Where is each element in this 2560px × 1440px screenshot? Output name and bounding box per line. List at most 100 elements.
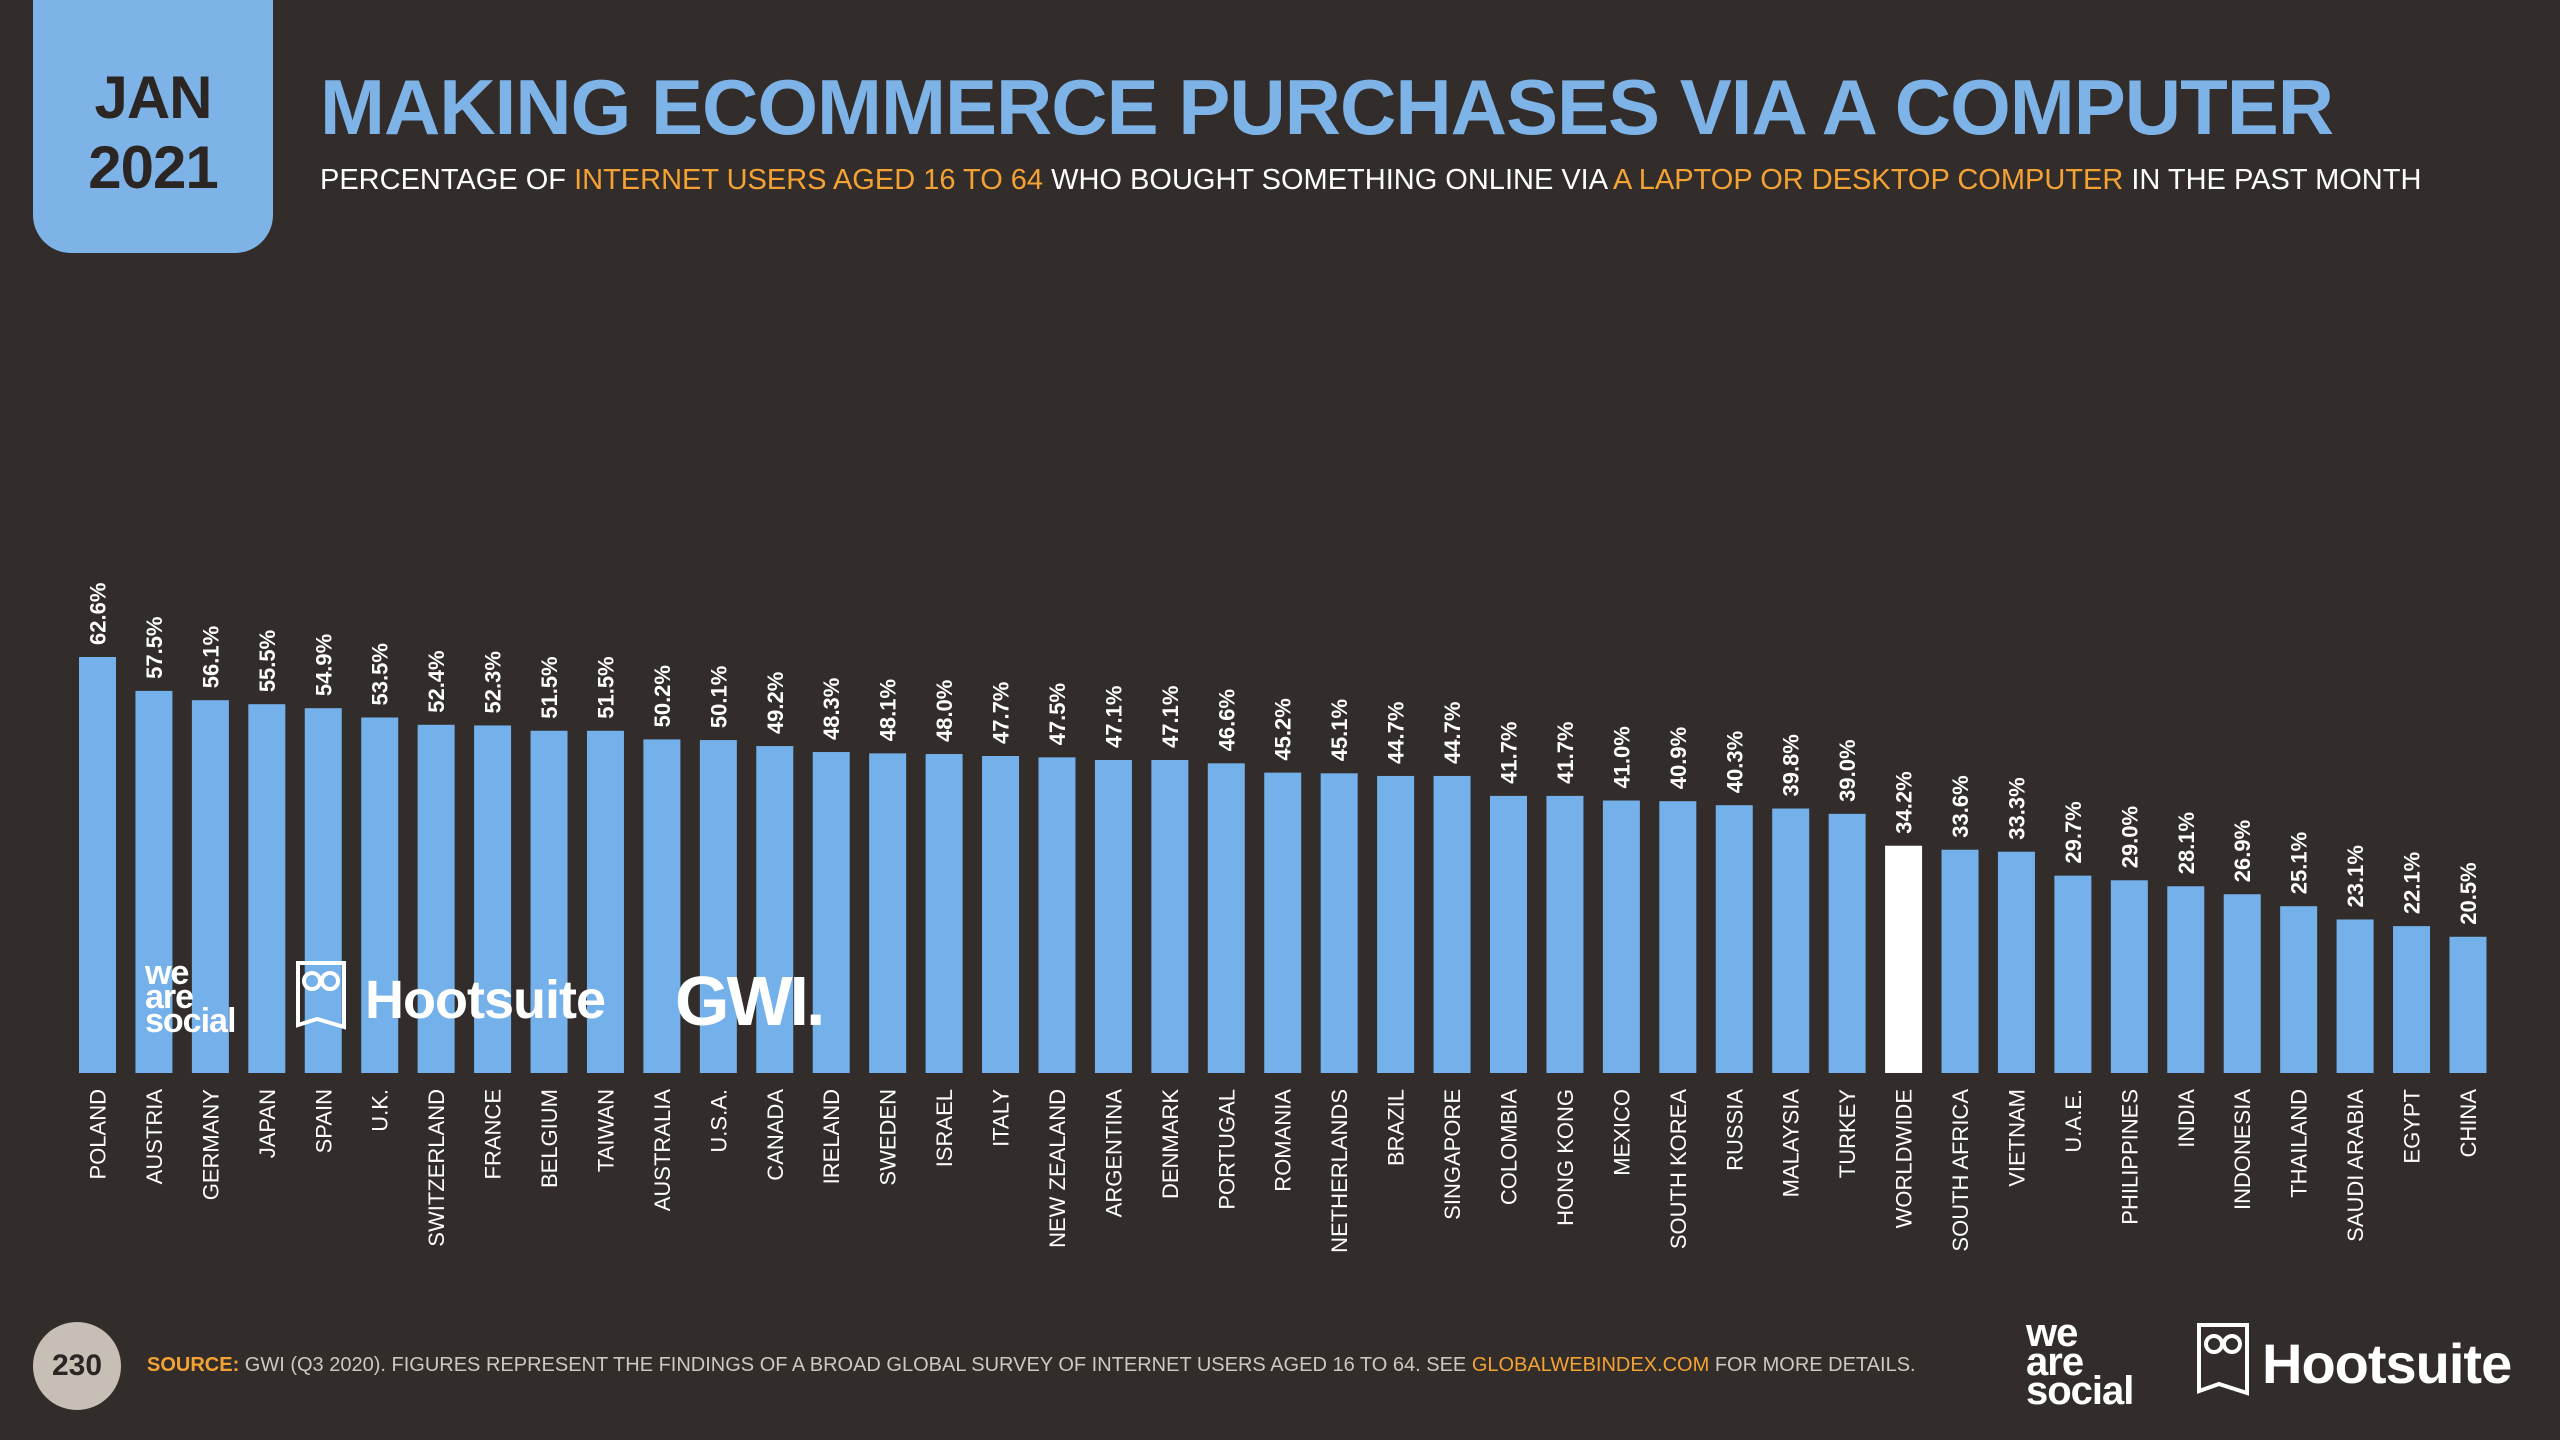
value-label: 25.1% bbox=[2287, 832, 2312, 894]
footer-logos: we are social Hootsuite bbox=[2020, 1305, 2540, 1415]
category-label: DENMARK bbox=[1158, 1089, 1183, 1199]
value-label: 34.2% bbox=[1892, 771, 1917, 833]
value-label: 46.6% bbox=[1214, 689, 1239, 751]
bar-japan bbox=[248, 704, 286, 1073]
subtitle-highlight-audience: INTERNET USERS AGED 16 TO 64 bbox=[574, 164, 1044, 196]
value-label: 47.5% bbox=[1045, 683, 1070, 745]
partner-logos: we are social Hootsuite GWI. bbox=[145, 955, 865, 1040]
source-link[interactable]: GLOBALWEBINDEX.COM bbox=[1471, 1354, 1710, 1376]
page-number: 230 bbox=[33, 1322, 121, 1410]
bar-thailand bbox=[2280, 906, 2318, 1073]
bar-south-korea bbox=[1659, 801, 1697, 1073]
value-label: 29.0% bbox=[2117, 806, 2142, 868]
value-label: 22.1% bbox=[2400, 852, 2425, 914]
bar-saudi-arabia bbox=[2336, 919, 2374, 1073]
value-label: 48.0% bbox=[932, 680, 957, 742]
value-label: 52.3% bbox=[481, 651, 506, 713]
bar-italy bbox=[982, 756, 1020, 1073]
bar-poland bbox=[79, 657, 116, 1073]
bar-denmark bbox=[1151, 760, 1189, 1073]
category-label: SINGAPORE bbox=[1440, 1089, 1465, 1220]
value-label: 47.1% bbox=[1101, 686, 1126, 748]
category-label: ROMANIA bbox=[1271, 1089, 1296, 1192]
bar-russia bbox=[1715, 805, 1753, 1073]
value-label: 48.1% bbox=[876, 679, 901, 741]
value-label: 57.5% bbox=[142, 617, 167, 679]
category-label: ARGENTINA bbox=[1101, 1089, 1126, 1218]
value-label: 49.2% bbox=[763, 672, 788, 734]
source-text: GWI (Q3 2020). FIGURES REPRESENT THE FIN… bbox=[239, 1354, 1472, 1376]
category-label: MALAYSIA bbox=[1779, 1089, 1804, 1198]
value-label: 33.6% bbox=[1948, 775, 1973, 837]
bar-canada bbox=[756, 746, 794, 1073]
category-label: BELGIUM bbox=[537, 1089, 562, 1188]
value-label: 54.9% bbox=[311, 634, 336, 696]
value-label: 62.6% bbox=[86, 583, 111, 645]
hootsuite-logo-text: Hootsuite bbox=[365, 970, 606, 1030]
category-label: U.A.E. bbox=[2061, 1089, 2086, 1153]
value-label: 52.4% bbox=[424, 650, 449, 712]
category-label: PORTUGAL bbox=[1214, 1089, 1239, 1210]
value-label: 51.5% bbox=[593, 656, 618, 718]
bar-australia bbox=[643, 739, 681, 1073]
category-label: U.S.A. bbox=[706, 1089, 731, 1153]
bar-u-s-a bbox=[699, 740, 737, 1073]
value-label: 47.1% bbox=[1158, 686, 1183, 748]
value-label: 39.0% bbox=[1835, 739, 1860, 801]
gwi-logo: GWI. bbox=[675, 962, 825, 1040]
bar-hong-kong bbox=[1546, 795, 1584, 1073]
category-label: NEW ZEALAND bbox=[1045, 1089, 1070, 1248]
bar-chart: 62.6% 57.5% 56.1% 55.5% 54.9% 53.5% 52.4% 52.3%… bbox=[79, 583, 2487, 1253]
category-label: INDONESIA bbox=[2230, 1089, 2255, 1210]
footer-owl-icon bbox=[2197, 1323, 2249, 1396]
bar-malaysia bbox=[1772, 808, 1810, 1073]
category-label: SWEDEN bbox=[876, 1089, 901, 1186]
value-label: 55.5% bbox=[255, 630, 280, 692]
category-label: TURKEY bbox=[1835, 1089, 1860, 1179]
source-tail: FOR MORE DETAILS. bbox=[1709, 1354, 1916, 1376]
category-label: INDIA bbox=[2174, 1089, 2199, 1148]
category-label: CHINA bbox=[2456, 1089, 2481, 1158]
value-label: 33.3% bbox=[2004, 777, 2029, 839]
value-label: 41.7% bbox=[1497, 721, 1522, 783]
category-label: SWITZERLAND bbox=[424, 1089, 449, 1247]
category-label: SOUTH KOREA bbox=[1666, 1089, 1691, 1249]
subtitle-part-1: PERCENTAGE OF bbox=[320, 164, 575, 196]
bar-singapore bbox=[1433, 775, 1471, 1073]
category-label: CANADA bbox=[763, 1089, 788, 1181]
bar-worldwide bbox=[1885, 845, 1923, 1073]
value-label: 44.7% bbox=[1384, 702, 1409, 764]
category-label: MEXICO bbox=[1609, 1089, 1634, 1176]
category-label: VIETNAM bbox=[2004, 1089, 2029, 1187]
bar-turkey bbox=[1828, 813, 1866, 1073]
bar-south-africa bbox=[1941, 849, 1979, 1073]
category-label: TAIWAN bbox=[593, 1089, 618, 1172]
category-label: ITALY bbox=[989, 1089, 1014, 1147]
value-label: 40.3% bbox=[1722, 731, 1747, 793]
value-label: 41.7% bbox=[1553, 721, 1578, 783]
date-badge: JAN 2021 bbox=[33, 0, 273, 253]
bar-egypt bbox=[2393, 926, 2431, 1073]
value-label: 44.7% bbox=[1440, 702, 1465, 764]
bar-u-a-e bbox=[2054, 875, 2092, 1073]
bar-philippines bbox=[2110, 880, 2148, 1073]
source-note: SOURCE: GWI (Q3 2020). FIGURES REPRESENT… bbox=[147, 1352, 1916, 1378]
category-label: PHILIPPINES bbox=[2117, 1089, 2142, 1225]
value-label: 26.9% bbox=[2230, 820, 2255, 882]
we-are-social-logo: we are social bbox=[145, 956, 236, 1038]
bar-colombia bbox=[1490, 795, 1527, 1073]
bar-mexico bbox=[1602, 800, 1640, 1073]
badge-month: JAN bbox=[94, 64, 212, 131]
value-label: 20.5% bbox=[2456, 862, 2481, 924]
category-label: BRAZIL bbox=[1384, 1089, 1409, 1166]
footer-hootsuite-logo-text: Hootsuite bbox=[2262, 1332, 2512, 1395]
bar-spain bbox=[304, 708, 342, 1073]
category-label: U.K. bbox=[368, 1089, 393, 1132]
bar-portugal bbox=[1207, 763, 1245, 1073]
footer-logo-social: social bbox=[2026, 1369, 2134, 1413]
category-label: COLOMBIA bbox=[1497, 1089, 1522, 1205]
bar-austria bbox=[135, 690, 173, 1073]
value-label: 41.0% bbox=[1609, 726, 1634, 788]
value-label: 39.8% bbox=[1779, 734, 1804, 796]
category-label: SAUDI ARABIA bbox=[2343, 1089, 2368, 1242]
